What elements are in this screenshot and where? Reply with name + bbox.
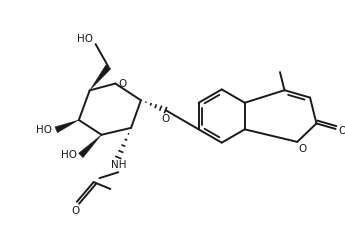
Text: O: O bbox=[72, 206, 80, 216]
Polygon shape bbox=[79, 135, 101, 158]
Text: HO: HO bbox=[77, 34, 93, 44]
Text: O: O bbox=[298, 144, 306, 154]
Text: HO: HO bbox=[36, 125, 52, 135]
Text: O: O bbox=[338, 126, 345, 136]
Polygon shape bbox=[90, 65, 111, 90]
Polygon shape bbox=[55, 120, 79, 133]
Text: O: O bbox=[161, 114, 170, 124]
Text: NH: NH bbox=[111, 160, 127, 170]
Text: HO: HO bbox=[61, 150, 77, 160]
Text: O: O bbox=[118, 79, 126, 89]
